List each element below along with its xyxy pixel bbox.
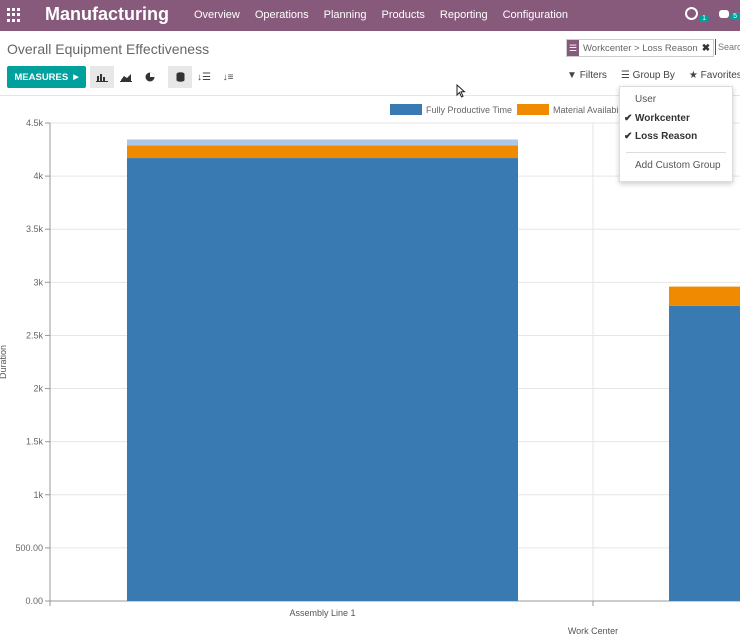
- filters-button[interactable]: ▼ Filters: [567, 70, 607, 81]
- bar-segment: [127, 139, 518, 146]
- messages-button[interactable]: 5: [719, 9, 740, 21]
- divider: [0, 95, 740, 96]
- y-tick-label: 3k: [33, 277, 43, 287]
- group-option-workcenter[interactable]: ✔ Workcenter: [624, 113, 690, 124]
- option-label: User: [635, 94, 657, 105]
- chart-toolbar: ↓☰ ↓≡: [90, 66, 240, 88]
- y-tick-label: 1k: [33, 490, 43, 500]
- search-input[interactable]: [715, 39, 740, 55]
- pie-chart-button[interactable]: [138, 66, 162, 88]
- legend-label: Fully Productive Time: [426, 104, 513, 115]
- star-icon: ★: [688, 70, 698, 81]
- menu-item-reporting[interactable]: Reporting: [439, 9, 488, 21]
- y-axis-label: Duration: [0, 345, 8, 379]
- y-tick-label: 2.5k: [26, 330, 44, 340]
- option-label: Add Custom Group: [635, 160, 721, 171]
- legend-item-productive[interactable]: Fully Productive Time: [390, 104, 512, 115]
- sort-amount-asc-icon: ↓≡: [222, 71, 234, 83]
- filters-label: Filters: [579, 70, 607, 81]
- bars-icon: ☰: [620, 70, 630, 81]
- clock-icon: [685, 7, 699, 20]
- activity-button[interactable]: 1: [685, 7, 710, 23]
- menu-item-planning[interactable]: Planning: [323, 9, 367, 21]
- chat-icon: [719, 10, 730, 18]
- remove-facet-icon[interactable]: ✖: [701, 42, 711, 54]
- database-icon: [176, 72, 184, 82]
- group-by-icon: ☰: [567, 40, 579, 56]
- menu-item-overview[interactable]: Overview: [194, 9, 240, 21]
- y-tick-label: 500.00: [15, 543, 43, 553]
- check-icon: ✔: [624, 131, 633, 142]
- search-facet: ☰ Workcenter > Loss Reason ✖: [566, 39, 715, 57]
- group-by-label: Group By: [632, 70, 675, 81]
- pie-chart-icon: [145, 72, 155, 82]
- x-tick-label: Assembly Line 1: [289, 608, 355, 618]
- favorites-button[interactable]: ★ Favorites: [689, 70, 740, 81]
- main-menu: Overview Operations Planning Products Re…: [194, 9, 568, 21]
- group-option-user[interactable]: User: [635, 94, 656, 105]
- bar-chart-button[interactable]: [90, 66, 114, 88]
- legend-item-material[interactable]: Material Availability: [517, 104, 629, 115]
- y-tick-label: 4k: [33, 171, 43, 181]
- option-label: Workcenter: [635, 113, 690, 124]
- bar-segment: [127, 158, 518, 601]
- apps-menu-icon[interactable]: [7, 8, 21, 22]
- y-tick-label: 4.5k: [26, 118, 44, 128]
- dropdown-divider: [626, 152, 726, 153]
- sort-amount-desc-icon: ↓☰: [197, 71, 211, 83]
- search-bar: ☰ Workcenter > Loss Reason ✖: [566, 39, 740, 57]
- legend-label: Material Availability: [553, 104, 630, 115]
- favorites-label: Favorites: [700, 70, 740, 81]
- caret-right-icon: ▶: [73, 74, 79, 81]
- y-tick-label: 0.00: [25, 596, 43, 606]
- bar-segment: [127, 145, 518, 159]
- top-navbar: Manufacturing Overview Operations Planni…: [0, 0, 740, 31]
- stacked-button[interactable]: [168, 66, 192, 88]
- group-option-loss-reason[interactable]: ✔ Loss Reason: [624, 131, 698, 142]
- activity-count-badge: 1: [699, 15, 710, 22]
- filter-icon: ▼: [567, 70, 577, 81]
- bar-segment: [669, 305, 740, 601]
- menu-item-operations[interactable]: Operations: [254, 9, 309, 21]
- y-tick-label: 3.5k: [26, 224, 44, 234]
- y-tick-label: 1.5k: [26, 437, 44, 447]
- bar-segment: [669, 286, 740, 306]
- sort-ascending-button[interactable]: ↓≡: [216, 66, 240, 88]
- message-count-badge: 5: [730, 13, 740, 20]
- area-chart-icon: [120, 74, 132, 82]
- legend-swatch: [390, 104, 422, 115]
- group-by-dropdown: User ✔ Workcenter ✔ Loss Reason Add Cust…: [619, 86, 733, 182]
- y-tick-label: 2k: [33, 384, 43, 394]
- option-label: Loss Reason: [635, 131, 698, 142]
- mouse-cursor-icon: [456, 84, 466, 98]
- line-chart-button[interactable]: [114, 66, 138, 88]
- sort-descending-button[interactable]: ↓☰: [192, 66, 216, 88]
- check-icon: ✔: [624, 113, 633, 124]
- app-title[interactable]: Manufacturing: [45, 4, 169, 24]
- facet-label: Workcenter > Loss Reason: [583, 42, 698, 54]
- menu-item-products[interactable]: Products: [381, 9, 425, 21]
- measures-label: MEASURES: [14, 71, 69, 83]
- page-title: Overall Equipment Effectiveness: [7, 41, 210, 57]
- bar-chart-icon: [96, 74, 108, 82]
- measures-button[interactable]: MEASURES ▶: [7, 66, 86, 88]
- group-by-button[interactable]: ☰ Group By: [621, 70, 675, 81]
- x-axis-label: Work Center: [568, 626, 618, 636]
- menu-item-configuration[interactable]: Configuration: [502, 9, 569, 21]
- add-custom-group[interactable]: Add Custom Group: [635, 160, 721, 171]
- legend-swatch: [517, 104, 549, 115]
